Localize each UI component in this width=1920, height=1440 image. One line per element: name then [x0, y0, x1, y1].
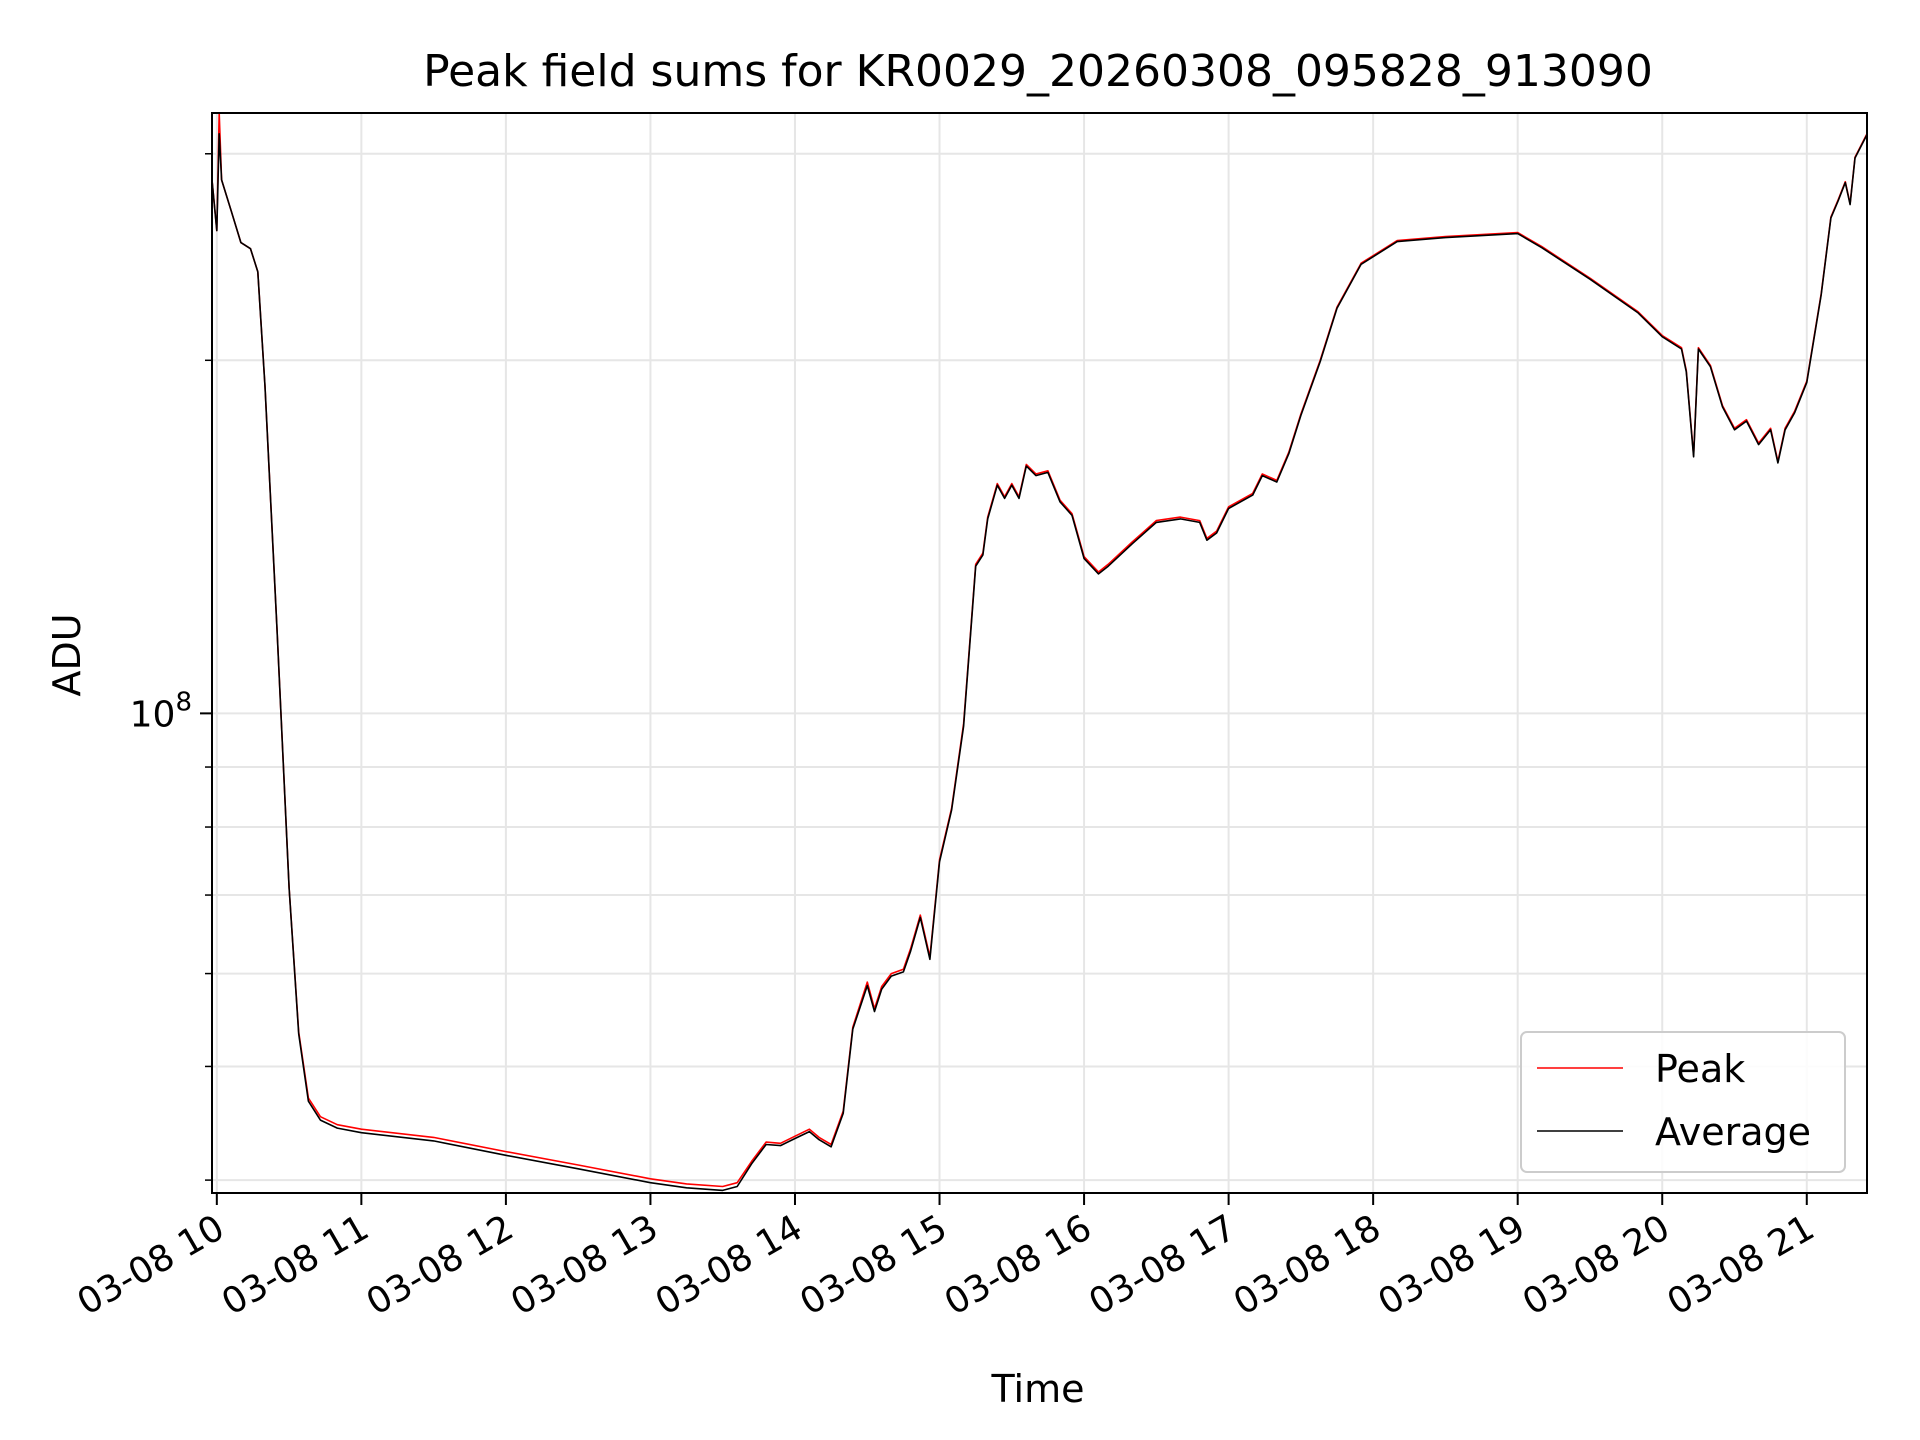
grid — [212, 113, 1867, 1193]
y-tick-label-exponent: 8 — [175, 687, 192, 717]
legend-label-peak: Peak — [1655, 1047, 1745, 1091]
series-layer — [212, 113, 1867, 1192]
legend-box — [1520, 1031, 1846, 1173]
legend: Peak Average — [1520, 1031, 1846, 1173]
x-axis-label: Time — [991, 1367, 1085, 1411]
chart-title: Peak field sums for KR0029_20260308_0958… — [423, 46, 1653, 97]
y-tick-label: 108 — [130, 687, 192, 735]
y-axis: 108 — [130, 153, 212, 1181]
y-tick-label-base: 10 — [130, 694, 176, 735]
plot-frame — [211, 112, 1868, 1194]
series-line-average — [212, 133, 1867, 1192]
y-axis-label: ADU — [45, 613, 89, 696]
legend-label-average: Average — [1655, 1110, 1811, 1154]
series-line-peak — [212, 113, 1867, 1188]
plot-area — [212, 113, 1867, 1192]
